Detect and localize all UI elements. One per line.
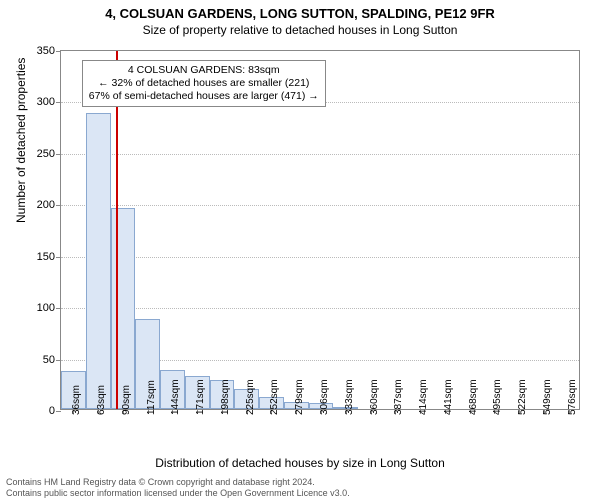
ytick-mark [56,411,61,412]
title-line-2: Size of property relative to detached ho… [0,23,600,37]
plot-frame: 05010015020025030035036sqm63sqm90sqm117s… [60,50,580,410]
ytick-mark [56,360,61,361]
xtick-label: 468sqm [468,379,479,415]
ytick-mark [56,257,61,258]
title-line-1: 4, COLSUAN GARDENS, LONG SUTTON, SPALDIN… [0,6,600,21]
histogram-bar [111,208,136,409]
footer-line-2: Contains public sector information licen… [6,488,350,498]
info-box: 4 COLSUAN GARDENS: 83sqm← 32% of detache… [82,60,326,107]
chart-area: 05010015020025030035036sqm63sqm90sqm117s… [60,50,580,410]
gridline [61,154,579,155]
xtick-label: 360sqm [369,379,380,415]
ytick-label: 100 [37,302,55,314]
xtick-label: 63sqm [96,385,107,415]
title-block: 4, COLSUAN GARDENS, LONG SUTTON, SPALDIN… [0,0,600,37]
xtick-label: 279sqm [294,379,305,415]
x-axis-label: Distribution of detached houses by size … [0,456,600,470]
info-box-line: 67% of semi-detached houses are larger (… [89,90,319,103]
xtick-label: 333sqm [344,379,355,415]
y-axis-label: Number of detached properties [14,58,28,223]
ytick-label: 250 [37,148,55,160]
ytick-mark [56,308,61,309]
xtick-label: 252sqm [269,379,280,415]
gridline [61,257,579,258]
ytick-label: 150 [37,251,55,263]
info-box-line: 4 COLSUAN GARDENS: 83sqm [89,64,319,77]
xtick-label: 441sqm [443,379,454,415]
figure: 4, COLSUAN GARDENS, LONG SUTTON, SPALDIN… [0,0,600,500]
ytick-label: 300 [37,96,55,108]
xtick-label: 198sqm [220,379,231,415]
xtick-label: 144sqm [170,379,181,415]
ytick-mark [56,102,61,103]
xtick-label: 225sqm [245,379,256,415]
xtick-label: 36sqm [71,385,82,415]
xtick-label: 549sqm [542,379,553,415]
xtick-label: 90sqm [121,385,132,415]
xtick-label: 387sqm [393,379,404,415]
xtick-label: 414sqm [418,379,429,415]
ytick-mark [56,51,61,52]
xtick-label: 576sqm [567,379,578,415]
gridline [61,205,579,206]
info-box-line: ← 32% of detached houses are smaller (22… [89,77,319,90]
histogram-bar [86,113,111,409]
xtick-label: 495sqm [492,379,503,415]
footer: Contains HM Land Registry data © Crown c… [6,477,350,498]
footer-line-1: Contains HM Land Registry data © Crown c… [6,477,350,487]
xtick-label: 171sqm [195,379,206,415]
gridline [61,308,579,309]
xtick-label: 117sqm [146,380,157,415]
ytick-mark [56,205,61,206]
ytick-label: 350 [37,45,55,57]
ytick-label: 0 [49,405,55,417]
xtick-label: 522sqm [517,379,528,415]
ytick-mark [56,154,61,155]
ytick-label: 200 [37,199,55,211]
ytick-label: 50 [43,354,55,366]
xtick-label: 306sqm [319,379,330,415]
